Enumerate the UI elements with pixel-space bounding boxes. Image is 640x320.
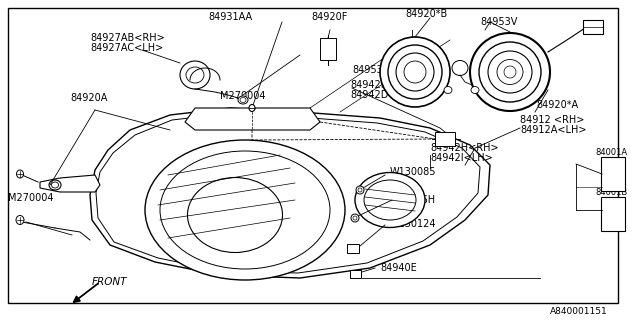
Ellipse shape	[358, 188, 362, 192]
Ellipse shape	[353, 216, 357, 220]
Text: <LH>: <LH>	[600, 197, 625, 206]
Ellipse shape	[470, 33, 550, 111]
Polygon shape	[185, 108, 320, 130]
Text: 84956H: 84956H	[397, 195, 435, 205]
Text: W130085: W130085	[390, 167, 436, 177]
Text: 84920*B: 84920*B	[405, 9, 447, 19]
Text: 84001A: 84001A	[595, 148, 627, 156]
Ellipse shape	[356, 186, 364, 194]
Ellipse shape	[380, 37, 450, 107]
Text: M270004: M270004	[8, 193, 54, 203]
Ellipse shape	[504, 66, 516, 78]
Text: 84920F: 84920F	[311, 12, 348, 22]
Ellipse shape	[404, 61, 426, 83]
Ellipse shape	[355, 172, 425, 228]
Text: 84942I<LH>: 84942I<LH>	[430, 153, 493, 163]
Text: 84927AB<RH>: 84927AB<RH>	[90, 33, 164, 43]
Text: 84927AC<LH>: 84927AC<LH>	[90, 43, 163, 53]
Ellipse shape	[16, 215, 24, 225]
FancyBboxPatch shape	[320, 38, 336, 60]
Text: 84001B: 84001B	[595, 188, 627, 196]
Ellipse shape	[188, 178, 282, 252]
Text: 84940E: 84940E	[380, 263, 417, 273]
FancyBboxPatch shape	[350, 270, 361, 278]
Ellipse shape	[488, 51, 532, 93]
Polygon shape	[40, 175, 100, 192]
Text: FRONT: FRONT	[92, 277, 127, 287]
Text: 84920A: 84920A	[70, 93, 108, 103]
Text: 84953A: 84953A	[352, 65, 389, 75]
FancyBboxPatch shape	[601, 157, 625, 191]
Ellipse shape	[160, 151, 330, 269]
Text: 84912A<LH>: 84912A<LH>	[520, 125, 586, 135]
Polygon shape	[90, 108, 490, 278]
Ellipse shape	[17, 170, 24, 178]
Ellipse shape	[145, 140, 345, 280]
Ellipse shape	[351, 214, 359, 222]
Text: W130124: W130124	[390, 219, 436, 229]
Text: 84942N<RH>: 84942N<RH>	[350, 80, 419, 90]
Ellipse shape	[364, 180, 416, 220]
Ellipse shape	[388, 45, 442, 99]
Ellipse shape	[497, 60, 523, 84]
Ellipse shape	[444, 86, 452, 93]
Bar	[435, 132, 455, 146]
Ellipse shape	[479, 42, 541, 102]
FancyBboxPatch shape	[601, 197, 625, 231]
Text: 84942H<RH>: 84942H<RH>	[430, 143, 499, 153]
Text: A840001151: A840001151	[550, 308, 608, 316]
Ellipse shape	[452, 60, 468, 76]
Ellipse shape	[51, 182, 58, 188]
Text: <RH>: <RH>	[600, 157, 627, 166]
Ellipse shape	[186, 67, 204, 83]
Ellipse shape	[396, 53, 434, 91]
Ellipse shape	[249, 105, 255, 111]
Ellipse shape	[49, 180, 61, 190]
Text: 84920*A: 84920*A	[536, 100, 578, 110]
Text: 84942D<LH>: 84942D<LH>	[350, 90, 417, 100]
Bar	[583, 20, 603, 34]
Text: M270004: M270004	[220, 91, 266, 101]
Text: 84931AA: 84931AA	[208, 12, 252, 22]
FancyBboxPatch shape	[347, 244, 359, 253]
Ellipse shape	[180, 61, 210, 89]
Ellipse shape	[240, 98, 246, 102]
Text: 84953V: 84953V	[480, 17, 517, 27]
Ellipse shape	[238, 96, 248, 104]
Ellipse shape	[471, 86, 479, 93]
Text: 84912 <RH>: 84912 <RH>	[520, 115, 584, 125]
